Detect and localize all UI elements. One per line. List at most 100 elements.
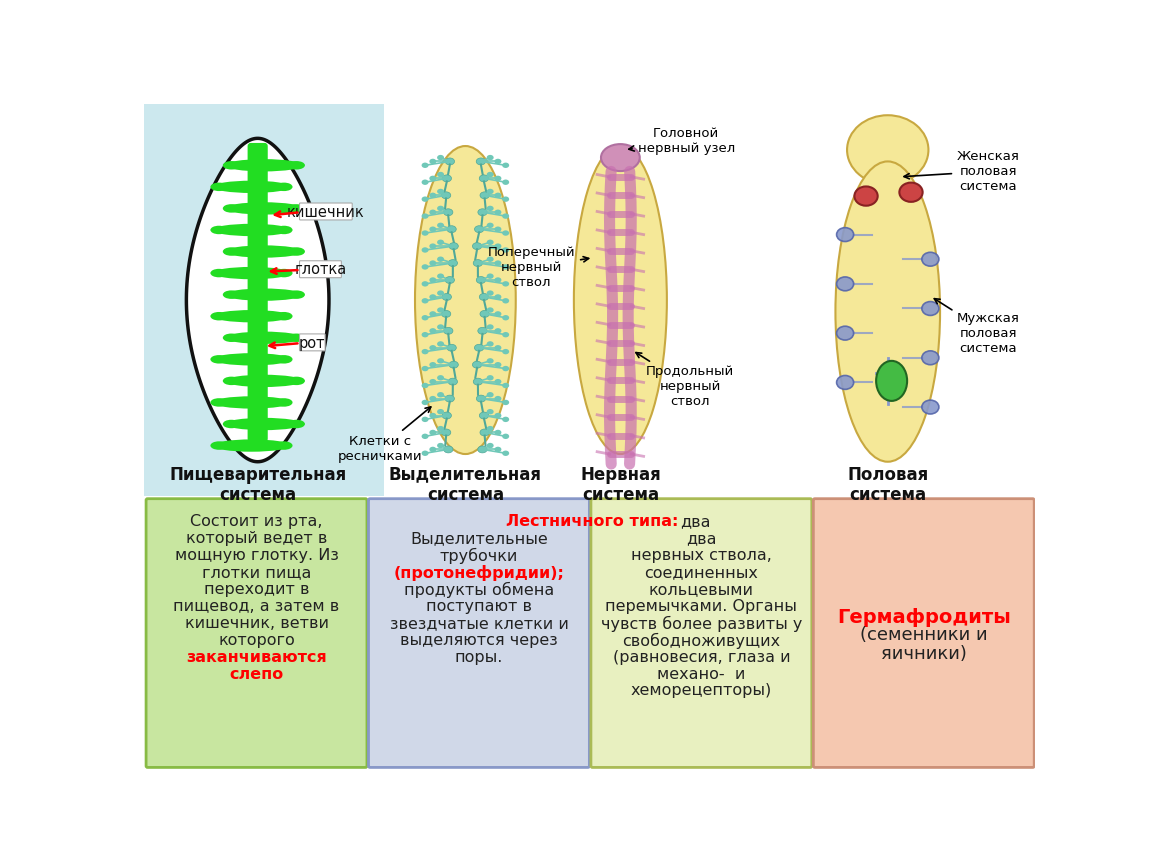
Ellipse shape bbox=[437, 426, 444, 431]
Ellipse shape bbox=[448, 361, 459, 368]
Text: продукты обмена: продукты обмена bbox=[404, 581, 554, 598]
Text: Клетки с
ресничками: Клетки с ресничками bbox=[338, 407, 431, 463]
Text: поры.: поры. bbox=[454, 650, 504, 664]
Ellipse shape bbox=[480, 294, 489, 301]
Ellipse shape bbox=[422, 315, 429, 321]
Ellipse shape bbox=[437, 443, 444, 448]
Text: (протонефридии);: (протонефридии); bbox=[393, 565, 565, 581]
Ellipse shape bbox=[288, 377, 305, 385]
Ellipse shape bbox=[477, 327, 488, 334]
Ellipse shape bbox=[503, 434, 509, 439]
Ellipse shape bbox=[503, 264, 509, 270]
Ellipse shape bbox=[445, 158, 454, 165]
Ellipse shape bbox=[223, 247, 240, 256]
Ellipse shape bbox=[437, 375, 444, 380]
Ellipse shape bbox=[429, 396, 436, 401]
Ellipse shape bbox=[503, 365, 509, 372]
Ellipse shape bbox=[486, 375, 493, 380]
Text: пищевод, а затем в: пищевод, а затем в bbox=[174, 599, 339, 613]
Ellipse shape bbox=[444, 327, 453, 334]
Ellipse shape bbox=[437, 188, 444, 194]
Ellipse shape bbox=[422, 247, 429, 252]
Ellipse shape bbox=[448, 259, 458, 266]
Text: выделяются через: выделяются через bbox=[400, 632, 558, 648]
Ellipse shape bbox=[835, 162, 940, 461]
Ellipse shape bbox=[601, 144, 639, 171]
Ellipse shape bbox=[288, 420, 305, 429]
Text: соединенных: соединенных bbox=[644, 565, 758, 580]
Ellipse shape bbox=[210, 269, 228, 277]
Ellipse shape bbox=[503, 162, 509, 168]
Text: перемычками. Органы: перемычками. Органы bbox=[605, 599, 797, 613]
Text: трубочки: трубочки bbox=[439, 548, 519, 564]
Ellipse shape bbox=[474, 378, 483, 385]
PathPatch shape bbox=[186, 138, 329, 461]
Ellipse shape bbox=[836, 376, 853, 390]
Text: свободноживущих: свободноживущих bbox=[622, 632, 781, 649]
Ellipse shape bbox=[276, 269, 292, 277]
Ellipse shape bbox=[288, 334, 305, 342]
Text: Состоит из рта,: Состоит из рта, bbox=[190, 514, 323, 529]
Ellipse shape bbox=[223, 204, 240, 213]
Text: Лестничного типа:: Лестничного типа: bbox=[506, 514, 678, 529]
Ellipse shape bbox=[422, 349, 429, 354]
Ellipse shape bbox=[480, 310, 489, 317]
Ellipse shape bbox=[429, 429, 436, 435]
Ellipse shape bbox=[486, 341, 493, 346]
Ellipse shape bbox=[429, 244, 436, 249]
Ellipse shape bbox=[288, 204, 305, 213]
Ellipse shape bbox=[494, 379, 501, 384]
Ellipse shape bbox=[429, 311, 436, 316]
Ellipse shape bbox=[437, 359, 444, 364]
Ellipse shape bbox=[288, 290, 305, 299]
Text: два: два bbox=[680, 514, 711, 529]
Ellipse shape bbox=[223, 334, 240, 342]
Ellipse shape bbox=[486, 206, 493, 211]
Ellipse shape bbox=[429, 210, 436, 215]
Ellipse shape bbox=[494, 413, 501, 418]
FancyBboxPatch shape bbox=[813, 499, 1034, 767]
Text: Головной
нервный узел: Головной нервный узел bbox=[629, 127, 735, 155]
Text: (семенники и: (семенники и bbox=[860, 626, 988, 645]
Text: мощную глотку. Из: мощную глотку. Из bbox=[175, 548, 338, 563]
Ellipse shape bbox=[503, 180, 509, 185]
Ellipse shape bbox=[442, 294, 452, 301]
Ellipse shape bbox=[448, 378, 458, 385]
Ellipse shape bbox=[443, 175, 452, 181]
Text: Выделительные: Выделительные bbox=[411, 531, 547, 546]
Text: кишечник: кишечник bbox=[288, 205, 365, 219]
Ellipse shape bbox=[223, 290, 240, 299]
Text: Гермафродиты: Гермафродиты bbox=[837, 607, 1011, 626]
Text: Мужская
половая
система: Мужская половая система bbox=[934, 299, 1020, 354]
Ellipse shape bbox=[422, 416, 429, 422]
Ellipse shape bbox=[225, 332, 302, 344]
Ellipse shape bbox=[836, 227, 853, 242]
Ellipse shape bbox=[494, 345, 501, 351]
Ellipse shape bbox=[422, 213, 429, 219]
Ellipse shape bbox=[480, 412, 489, 419]
Text: нервных ствола,: нервных ствола, bbox=[631, 548, 772, 563]
Ellipse shape bbox=[422, 180, 429, 185]
Ellipse shape bbox=[486, 257, 493, 262]
Ellipse shape bbox=[429, 413, 436, 418]
Ellipse shape bbox=[213, 224, 290, 236]
Ellipse shape bbox=[442, 412, 452, 419]
Ellipse shape bbox=[486, 324, 493, 330]
Ellipse shape bbox=[473, 243, 482, 250]
Ellipse shape bbox=[447, 345, 457, 352]
Ellipse shape bbox=[213, 397, 290, 409]
Ellipse shape bbox=[503, 281, 509, 287]
Ellipse shape bbox=[429, 260, 436, 266]
Text: (равновесия, глаза и: (равновесия, глаза и bbox=[613, 650, 790, 664]
Ellipse shape bbox=[486, 274, 493, 279]
Text: Продольный
нервный
ствол: Продольный нервный ствол bbox=[636, 353, 734, 409]
Ellipse shape bbox=[276, 226, 292, 234]
Text: переходит в: переходит в bbox=[204, 581, 309, 597]
Ellipse shape bbox=[503, 400, 509, 405]
Ellipse shape bbox=[429, 277, 436, 283]
Ellipse shape bbox=[437, 274, 444, 279]
Ellipse shape bbox=[486, 155, 493, 161]
Ellipse shape bbox=[225, 418, 302, 430]
Ellipse shape bbox=[429, 226, 436, 232]
Ellipse shape bbox=[494, 311, 501, 316]
